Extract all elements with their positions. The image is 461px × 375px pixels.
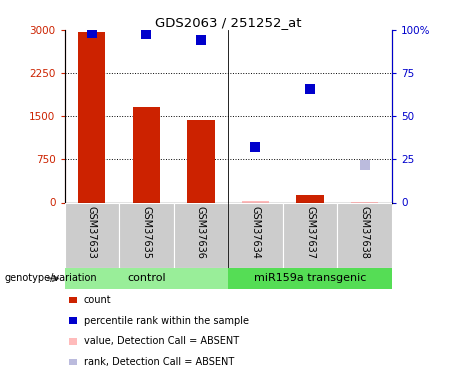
- Bar: [228, 268, 392, 289]
- Text: GSM37633: GSM37633: [87, 206, 97, 259]
- Bar: [283, 202, 337, 268]
- Text: percentile rank within the sample: percentile rank within the sample: [84, 316, 249, 326]
- Title: GDS2063 / 251252_at: GDS2063 / 251252_at: [155, 16, 301, 29]
- Bar: [65, 202, 119, 268]
- Text: GSM37638: GSM37638: [360, 206, 370, 259]
- Text: rank, Detection Call = ABSENT: rank, Detection Call = ABSENT: [84, 357, 234, 367]
- Bar: [133, 107, 160, 202]
- Text: count: count: [84, 295, 112, 305]
- Bar: [174, 202, 228, 268]
- Text: genotype/variation: genotype/variation: [5, 273, 97, 284]
- Text: miR159a transgenic: miR159a transgenic: [254, 273, 366, 284]
- Bar: [187, 120, 214, 202]
- Text: GSM37636: GSM37636: [196, 206, 206, 259]
- Bar: [78, 32, 106, 203]
- Text: GSM37634: GSM37634: [250, 206, 260, 259]
- Bar: [242, 201, 269, 202]
- Bar: [228, 202, 283, 268]
- Bar: [242, 201, 269, 202]
- Text: control: control: [127, 273, 165, 284]
- Bar: [119, 202, 174, 268]
- Bar: [337, 202, 392, 268]
- Text: GSM37637: GSM37637: [305, 206, 315, 259]
- Text: GSM37635: GSM37635: [142, 206, 151, 259]
- Bar: [296, 195, 324, 202]
- Text: value, Detection Call = ABSENT: value, Detection Call = ABSENT: [84, 336, 239, 346]
- Bar: [65, 268, 228, 289]
